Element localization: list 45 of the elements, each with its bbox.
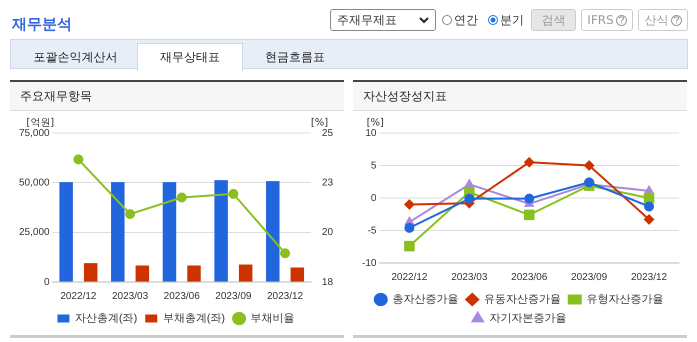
y2-tick-label: 23	[322, 177, 334, 188]
text: 재무분석	[12, 15, 72, 34]
y-tick-label: 75,000	[18, 128, 50, 139]
x-tick-label: 2023/12	[266, 290, 304, 302]
legend-label: 총자산증가율	[392, 294, 458, 306]
text: 분기	[500, 12, 524, 28]
legend-label: 부채비율	[250, 312, 295, 325]
chart-title: 주요재무항목	[10, 82, 344, 111]
x-tick-label: 2023/03	[451, 272, 488, 283]
y2-tick-label: 18	[322, 276, 334, 288]
y-tick-label: 10	[365, 128, 377, 139]
y2-tick-label: 25	[322, 128, 334, 139]
x-tick-label: 2023/06	[511, 272, 548, 283]
x-tick-label: 2023/06	[164, 290, 200, 302]
y-tick-label: -5	[368, 225, 377, 236]
text: 산식	[644, 12, 668, 28]
text: 주재무제표	[337, 12, 397, 28]
legend-label: 자기자본증가율	[489, 312, 566, 325]
y-axis-title: [%]	[366, 118, 384, 129]
x-tick-label: 2023/09	[215, 290, 252, 302]
y-axis-title: [억원]	[26, 118, 54, 129]
legend-label: 유동자산증가율	[484, 294, 561, 306]
y2-axis-title: [%]	[310, 118, 328, 129]
chart-title: 자산성장성지표	[353, 82, 687, 111]
x-tick-label: 2023/03	[112, 290, 149, 302]
y-tick-label: 0	[370, 192, 377, 204]
text: 검색	[542, 12, 566, 28]
x-tick-label: 2022/12	[391, 272, 428, 283]
text: 연간	[454, 12, 478, 28]
text: 현금흐름표	[264, 48, 326, 66]
y2-tick-label: 20	[322, 227, 334, 238]
legend-label: 유형자산증가율	[586, 294, 664, 306]
y-tick-label: 5	[370, 160, 377, 172]
y-tick-label: -10	[362, 258, 377, 269]
text: 포괄손익계산서	[32, 48, 118, 66]
x-tick-label: 2022/12	[60, 290, 97, 302]
text: IFRS	[587, 13, 614, 27]
text: 재무상태표	[137, 43, 243, 71]
x-tick-label: 2023/09	[571, 272, 608, 283]
y-tick-label: 50,000	[18, 177, 50, 188]
y-tick-label: 0	[44, 276, 50, 288]
legend-label: 부채총계(좌)	[162, 312, 226, 325]
x-tick-label: 2023/12	[630, 272, 668, 283]
y-tick-label: 25,000	[18, 227, 50, 238]
legend-label: 자산총계(좌)	[74, 312, 138, 325]
